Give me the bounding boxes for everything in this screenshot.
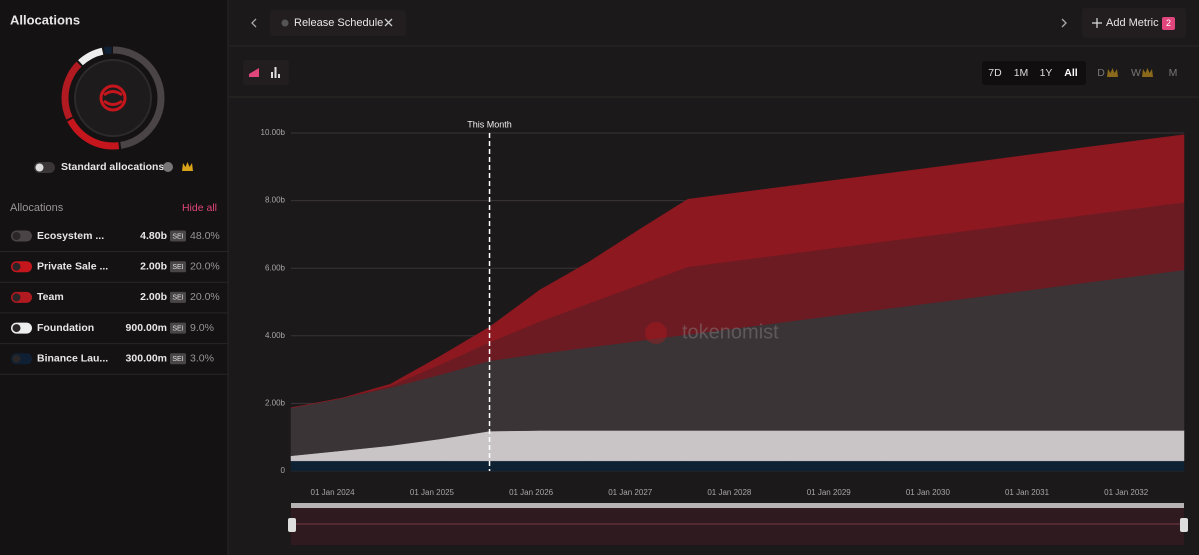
x-tick-label: 01 Jan 2029 [807, 488, 852, 497]
area-series [290, 134, 1185, 409]
add-metric-label: Add Metric [1106, 17, 1159, 29]
bar-chart-button[interactable] [271, 67, 280, 78]
interval-button[interactable]: W [1131, 67, 1141, 79]
y-tick-label: 8.00b [265, 196, 286, 205]
area-chart-button[interactable] [249, 68, 259, 77]
x-tick-label: 01 Jan 2030 [906, 488, 951, 497]
area-series [290, 460, 1185, 472]
interval-button[interactable]: D [1097, 67, 1105, 79]
row-unit: SEI [172, 295, 183, 302]
annotation-label: This Month [467, 119, 512, 129]
unit-badge [170, 230, 186, 242]
tab-dot [281, 19, 289, 27]
add-metric-button[interactable] [1082, 8, 1186, 38]
y-tick-label: 2.00b [265, 399, 286, 408]
toggle-knob [35, 163, 44, 172]
row-amount: 900.00m [126, 322, 167, 334]
unit-badge [170, 353, 186, 365]
donut-segment [61, 46, 165, 150]
metric-badge [1162, 17, 1175, 30]
navigator-track [291, 503, 1184, 508]
row-percent: 20.0% [190, 260, 220, 272]
section-label: Allocations [10, 202, 64, 214]
donut-segment [61, 46, 165, 150]
range-button[interactable]: 7D [988, 67, 1002, 79]
plus-icon [1092, 18, 1102, 28]
row-name: Foundation [37, 322, 94, 334]
x-tick-label: 01 Jan 2031 [1005, 488, 1050, 497]
watermark: tokenomist [682, 321, 779, 343]
crown-icon [1142, 68, 1153, 77]
x-tick-label: 01 Jan 2026 [509, 488, 554, 497]
unit-badge [170, 291, 186, 303]
x-tick-label: 01 Jan 2032 [1104, 488, 1149, 497]
unit-badge [170, 322, 186, 334]
interval-button[interactable]: M [1169, 67, 1178, 79]
y-tick-label: 0 [281, 466, 286, 475]
row-name: Ecosystem ... [37, 230, 104, 242]
x-tick-label: 01 Jan 2027 [608, 488, 653, 497]
row-percent: 3.0% [190, 353, 214, 365]
y-tick-label: 6.00b [265, 263, 286, 272]
logo-mark [103, 90, 123, 106]
row-amount: 300.00m [126, 353, 167, 365]
crown-icon [182, 162, 193, 171]
x-tick-label: 01 Jan 2025 [410, 488, 455, 497]
nav-next[interactable] [1061, 18, 1067, 28]
range-button[interactable]: 1Y [1040, 67, 1053, 79]
range-group [982, 61, 1086, 85]
range-button[interactable]: All [1064, 67, 1078, 79]
metric-count: 2 [1166, 18, 1171, 28]
row-amount: 2.00b [140, 260, 167, 272]
row-toggle-knob [12, 232, 21, 240]
row-name: Private Sale ... [37, 260, 108, 272]
allocation-list: Ecosystem ... 4.80b SEI 48.0% Private Sale .… [0, 230, 228, 375]
standard-toggle-label: Standard allocations [61, 161, 164, 173]
row-unit: SEI [172, 233, 183, 240]
row-amount: 4.80b [140, 230, 167, 242]
range-buttons: 7D 1M 1Y All [988, 67, 1078, 79]
chart: 0 2.00b 4.00b 6.00b 8.00b 10.00b 01 Jan 2024 01… [261, 119, 1185, 497]
navigator-handle-right[interactable] [1180, 518, 1188, 532]
row-name: Binance Lau... [37, 353, 108, 365]
info-icon[interactable] [163, 162, 173, 172]
navigator-handle-left[interactable] [288, 518, 296, 532]
row-percent: 48.0% [190, 230, 220, 242]
donut-chart [61, 46, 165, 150]
row-percent: 20.0% [190, 291, 220, 303]
row-unit: SEI [172, 356, 183, 363]
chart-type-group [243, 60, 289, 85]
range-button[interactable]: 1M [1014, 67, 1029, 79]
y-tick-label: 10.00b [261, 128, 286, 137]
tab[interactable] [270, 10, 406, 36]
row-name: Team [37, 291, 64, 303]
hide-all[interactable]: Hide all [182, 202, 217, 214]
crown-icon [1107, 68, 1118, 77]
logo [99, 84, 127, 112]
y-tick-label: 4.00b [265, 331, 286, 340]
tab-close[interactable] [384, 18, 393, 27]
tab-label: Release Schedule [294, 17, 383, 29]
x-tick-label: 01 Jan 2028 [707, 488, 752, 497]
watermark-logo [645, 322, 667, 344]
row-percent: 9.0% [190, 322, 214, 334]
row-toggle-knob [12, 262, 21, 271]
unit-badge [170, 261, 186, 273]
row-amount: 2.00b [140, 291, 167, 303]
row-toggle-knob [12, 354, 21, 363]
donut-segment [61, 46, 165, 150]
row-toggle-knob [12, 324, 21, 333]
row-toggle-knob [12, 293, 21, 302]
donut-inner [74, 59, 152, 137]
row-unit: SEI [172, 325, 183, 332]
row-unit: SEI [172, 264, 183, 271]
x-tick-label: 01 Jan 2024 [311, 488, 356, 497]
nav-prev[interactable] [251, 18, 257, 28]
sidebar-title: Allocations [10, 12, 80, 27]
